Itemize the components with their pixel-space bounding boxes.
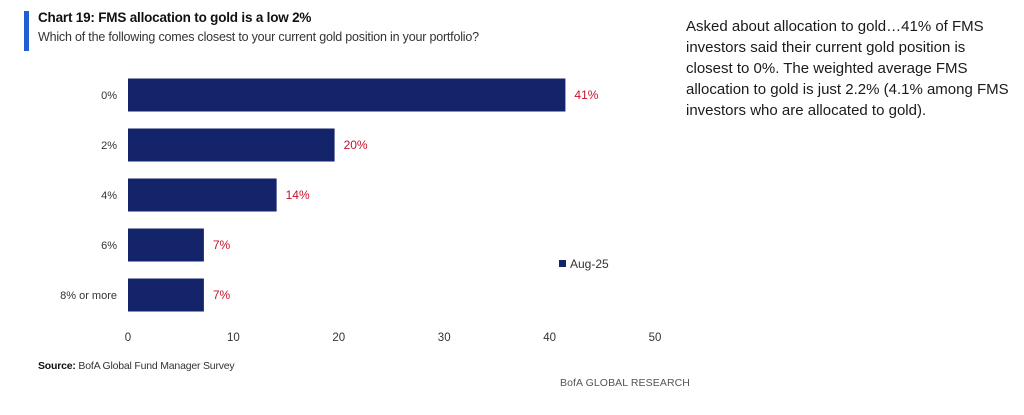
x-tick-label: 20 — [332, 332, 345, 344]
bars-group — [128, 78, 566, 312]
chart-title: Chart 19: FMS allocation to gold is a lo… — [38, 10, 312, 25]
value-label: 7% — [213, 238, 231, 252]
value-label: 41% — [574, 88, 598, 102]
value-label: 7% — [213, 288, 231, 302]
category-label: 8% or more — [60, 290, 117, 302]
legend-swatch — [559, 260, 566, 267]
source-note: Source: BofA Global Fund Manager Survey — [38, 360, 235, 372]
bar-chart: 0% 2% 4% 6% 8% or more 41% 20% 14% 7% 7% 0 10 20 30… — [60, 78, 662, 344]
category-label: 2% — [101, 140, 117, 152]
category-label: 4% — [101, 190, 117, 202]
source-label: Source: — [38, 360, 76, 372]
legend: Aug-25 — [559, 257, 609, 271]
bar-4 — [128, 228, 204, 262]
bar-1 — [128, 78, 566, 112]
x-tick-label: 50 — [649, 332, 662, 344]
source-text: BofA Global Fund Manager Survey — [75, 360, 235, 372]
x-tick-label: 40 — [543, 332, 556, 344]
x-tick-label: 0 — [125, 332, 131, 344]
commentary-text: Asked about allocation to gold…41% of FM… — [686, 18, 1009, 119]
category-label: 0% — [101, 90, 117, 102]
category-label: 6% — [101, 240, 117, 252]
brand-footer: BofA GLOBAL RESEARCH — [560, 377, 690, 389]
title-accent-bar — [24, 11, 29, 51]
category-labels: 0% 2% 4% 6% 8% or more — [60, 90, 117, 302]
value-labels: 41% 20% 14% 7% 7% — [213, 88, 599, 302]
bar-5 — [128, 278, 204, 312]
value-label: 14% — [286, 188, 310, 202]
legend-label: Aug-25 — [570, 257, 609, 271]
x-tick-label: 10 — [227, 332, 240, 344]
chart-subtitle: Which of the following comes closest to … — [38, 30, 479, 44]
bar-3 — [128, 178, 277, 212]
x-tick-label: 30 — [438, 332, 451, 344]
bar-2 — [128, 128, 335, 162]
value-label: 20% — [344, 138, 368, 152]
x-axis-ticks: 0 10 20 30 40 50 — [125, 332, 662, 344]
